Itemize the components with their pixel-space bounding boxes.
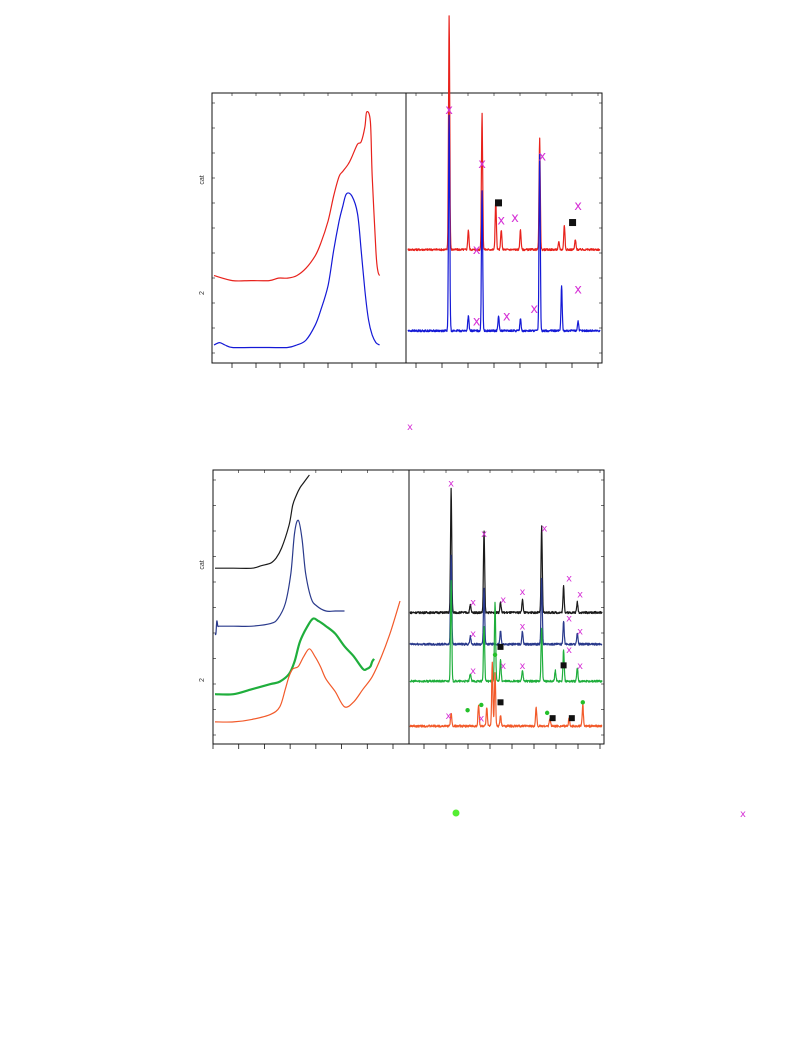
top-right-square-marker bbox=[569, 219, 577, 227]
top-ylabel-lower: 2 bbox=[199, 291, 206, 295]
top-right-x-marker: x bbox=[473, 314, 481, 329]
bottom-right-dot-marker bbox=[492, 652, 498, 657]
top-right-series-blue bbox=[407, 114, 601, 333]
bottom-left-panel-frame bbox=[212, 469, 410, 745]
bottom-right-x-marker: x bbox=[577, 627, 583, 638]
bottom-left-plot bbox=[214, 474, 401, 723]
bottom-right-x-marker: x bbox=[577, 590, 583, 601]
legend-x-marker-right: x bbox=[740, 809, 746, 820]
top-right-x-marker: x bbox=[574, 283, 582, 298]
bottom-right-x-marker: x bbox=[448, 479, 454, 490]
bottom-right-x-marker: x bbox=[566, 613, 572, 624]
top-ylabel-upper: cat bbox=[199, 175, 206, 184]
legend-x-marker: x bbox=[407, 422, 413, 433]
bottom-left-series-navy bbox=[214, 519, 345, 636]
top-right-x-marker: x bbox=[530, 302, 538, 317]
bottom-right-x-marker: x bbox=[519, 661, 525, 672]
bottom-right-dot-marker bbox=[465, 708, 470, 713]
bottom-right-series-green bbox=[409, 580, 603, 683]
bottom-right-square-marker bbox=[560, 662, 567, 669]
bottom-ylabel-lower: 2 bbox=[199, 678, 206, 682]
bottom-right-x-marker: x bbox=[519, 621, 525, 632]
bottom-right-square-marker bbox=[497, 643, 504, 650]
bottom-right-panel-frame bbox=[408, 469, 605, 745]
bottom-right-square-marker bbox=[549, 715, 556, 722]
bottom-right-x-marker: x bbox=[445, 711, 451, 722]
top-right-x-marker: x bbox=[478, 157, 486, 172]
bottom-ylabel-upper: cat bbox=[199, 560, 206, 569]
top-left-panel-frame bbox=[211, 92, 407, 364]
bottom-left-series-orange bbox=[214, 600, 401, 723]
bottom-left-series-green bbox=[214, 617, 375, 696]
bottom-left-series-black bbox=[215, 474, 310, 569]
top-right-x-marker: x bbox=[574, 199, 582, 214]
legend-green-dot bbox=[452, 809, 460, 817]
bottom-right-square-marker bbox=[568, 715, 575, 722]
bottom-right-x-marker: x bbox=[577, 661, 583, 672]
bottom-axis-ticks bbox=[212, 470, 604, 749]
top-left-series-red bbox=[213, 111, 381, 282]
bottom-right-x-marker: x bbox=[519, 587, 525, 598]
bottom-right-x-marker: x bbox=[500, 595, 506, 606]
bottom-right-x-marker: x bbox=[566, 574, 572, 585]
bottom-right-square-marker bbox=[497, 699, 504, 706]
top-axis-ticks bbox=[212, 93, 602, 368]
top-left-series-blue bbox=[213, 192, 380, 349]
top-right-x-marker: x bbox=[497, 214, 505, 229]
bottom-right-dot-marker bbox=[544, 710, 550, 716]
bottom-right-dot-marker bbox=[479, 702, 484, 708]
bottom-right-series-navy bbox=[409, 554, 603, 646]
bottom-right-x-marker: x bbox=[478, 714, 484, 725]
bottom-right-x-marker: x bbox=[500, 661, 506, 672]
top-right-series-red bbox=[407, 15, 601, 252]
bottom-right-x-marker: x bbox=[481, 529, 487, 540]
top-right-x-marker: x bbox=[445, 103, 453, 118]
top-right-square-marker bbox=[495, 199, 503, 207]
bottom-right-series-orange bbox=[409, 661, 603, 728]
top-right-x-marker: x bbox=[473, 243, 481, 258]
bottom-right-x-marker: x bbox=[541, 524, 547, 535]
bottom-right-series-black bbox=[409, 487, 603, 615]
bottom-right-x-marker: x bbox=[470, 666, 476, 677]
bottom-right-x-marker: x bbox=[566, 645, 572, 656]
bottom-right-dot-marker bbox=[580, 700, 585, 705]
top-right-x-marker: x bbox=[539, 150, 547, 165]
top-right-x-marker: x bbox=[511, 211, 519, 226]
top-left-plot bbox=[213, 111, 381, 349]
bottom-right-x-marker: x bbox=[470, 598, 476, 609]
bottom-right-x-marker: x bbox=[470, 629, 476, 640]
top-right-x-marker: x bbox=[503, 310, 511, 325]
